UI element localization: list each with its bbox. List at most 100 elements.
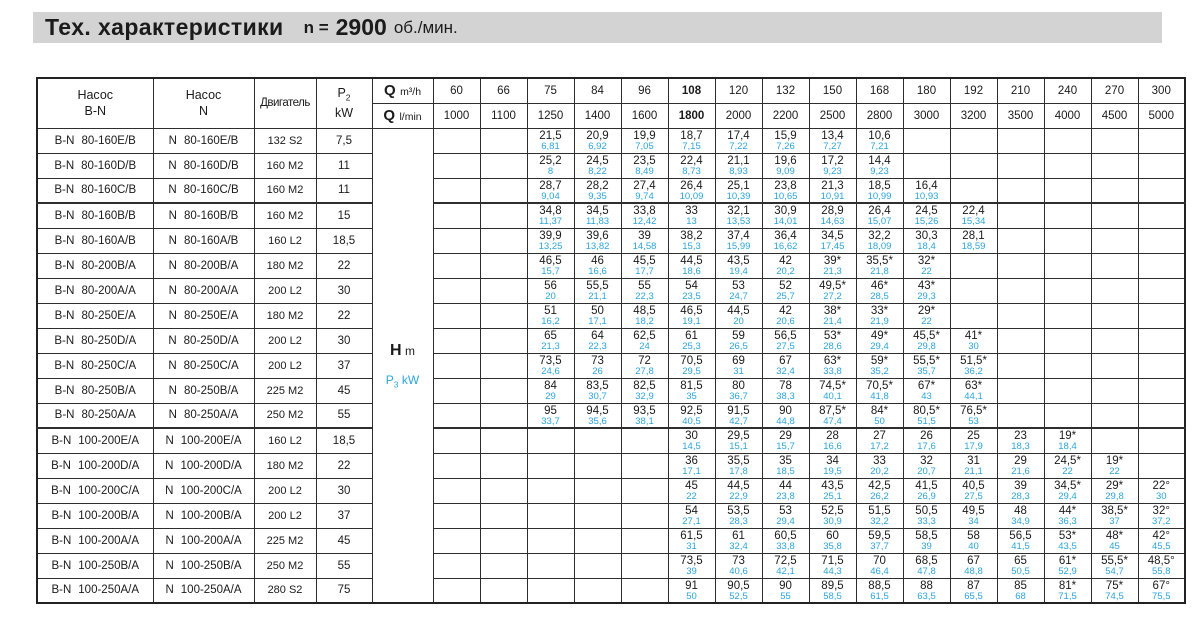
spec-cell: 37,4 15,99 (714, 227, 763, 254)
title-n-value: 2900 (335, 14, 387, 40)
spec-cell (902, 152, 951, 179)
spec-cell: 91 50 (667, 577, 716, 604)
h-value: 24,5* (1054, 455, 1081, 467)
h-value: 48,5° (1147, 555, 1175, 567)
spec-cell (1137, 427, 1186, 454)
pump-n-name-text: N 100-200D/A (154, 460, 253, 472)
pump-n-name: N 80-250B/A (152, 377, 255, 404)
spec-cell: 49,5* 27,2 (808, 277, 857, 304)
flow-m3h-value: 240 (1043, 77, 1092, 104)
h-value: 48* (1105, 530, 1124, 542)
spec-cell (996, 402, 1045, 429)
spec-cell: 32,2 18,09 (855, 227, 904, 254)
p2-value: 45 (315, 527, 373, 554)
spec-cell: 55,5* 35,7 (902, 352, 951, 379)
h-value: 28,1 (962, 230, 985, 242)
spec-cell (949, 177, 998, 204)
h-value: 48,5 (633, 305, 656, 317)
table-row: B-N 100-200A/A N 100-200A/A 225 M2 45 61,5 31 61… (36, 527, 1186, 554)
pump-bn-name-text: B-N 80-160A/B (38, 234, 152, 247)
pump-n-model: 80-160C/B (183, 184, 239, 197)
spec-cell (1137, 352, 1186, 379)
p3-value: 32,4 (729, 541, 748, 552)
spec-cell: 30,3 18,4 (902, 227, 951, 254)
spec-cell (996, 177, 1045, 204)
spec-cell (996, 302, 1045, 329)
h-value: 87,5* (819, 404, 846, 417)
spec-cell (1137, 227, 1186, 254)
spec-cell (479, 452, 528, 479)
p3-value: 29,5 (682, 366, 701, 377)
h-m-label: H m (390, 341, 415, 359)
h-value: 65 (1014, 555, 1027, 567)
pump-bn-name: B-N 100-250B/A (36, 552, 154, 579)
h-value: 25 (967, 430, 980, 443)
spec-cell: 24,5 15,26 (902, 202, 951, 229)
flow-m3h-value: 300 (1137, 77, 1186, 104)
h-value: 90,5 (727, 579, 750, 592)
p3-value: 15,99 (726, 241, 751, 252)
h-value: 44,5 (727, 480, 750, 492)
spec-cell: 53 29,4 (761, 502, 810, 529)
pump-bn-model: 80-160A/B (81, 234, 136, 247)
spec-cell (996, 352, 1045, 379)
p3-value: 19,5 (823, 466, 842, 477)
pump-n-name: N 80-250C/A (152, 352, 255, 379)
spec-cell: 44,5 18,6 (667, 252, 716, 279)
p3-value: 18,5 (776, 466, 795, 477)
pump-n-name: N 80-250D/A (152, 327, 255, 354)
h-value: 39* (823, 255, 842, 267)
spec-cell: 55,5 21,1 (573, 277, 622, 304)
pump-bn-name: B-N 80-160A/B (36, 227, 154, 254)
p2-unit: kW (334, 106, 354, 120)
p2-value: 37 (315, 352, 373, 379)
pump-n-name-text: N 80-250A/A (154, 409, 253, 421)
p3-value: 20 (545, 291, 556, 302)
h-value: 45 (685, 480, 698, 492)
spec-cell: 43,5 25,1 (808, 477, 857, 504)
p3-value: 52,5 (729, 590, 748, 602)
pump-series-label: N (198, 103, 209, 118)
spec-cell (526, 427, 575, 454)
p3-value: 32,9 (635, 391, 654, 402)
spec-cell: 38* 21,4 (808, 302, 857, 329)
spec-cell: 51 16,2 (526, 302, 575, 329)
spec-cell: 75* 74,5 (1090, 577, 1139, 604)
spec-cell (996, 202, 1045, 229)
spec-cell (526, 502, 575, 529)
h-value: 67 (967, 555, 980, 567)
pump-bn-name: B-N 100-200E/A (36, 427, 154, 454)
pump-n-prefix: N (168, 259, 177, 272)
spec-cell (1090, 202, 1139, 229)
spec-cell (479, 127, 528, 154)
spec-cell: 35 18,5 (761, 452, 810, 479)
p3-value: 58,5 (823, 590, 842, 602)
p3-value: 15,07 (867, 216, 892, 228)
h-value: 43,5 (727, 255, 750, 267)
spec-cell: 71,5 44,3 (808, 552, 857, 579)
h-value: 17,2 (821, 155, 844, 167)
spec-cell: 16,4 10,93 (902, 177, 951, 204)
h-value: 38,2 (680, 230, 703, 242)
spec-cell: 23 18,3 (996, 427, 1045, 454)
spec-cell: 45,5 17,7 (620, 252, 669, 279)
pump-n-model: 100-200E/A (180, 434, 242, 447)
h-value: 19,9 (633, 130, 656, 142)
flow-m3h-value: 120 (714, 77, 763, 104)
spec-cell (526, 452, 575, 479)
pump-n-model: 80-200A/A (183, 284, 239, 297)
spec-cell: 28,7 9,04 (526, 177, 575, 204)
h-value: 51,5* (960, 355, 987, 367)
spec-cell: 43* 29,3 (902, 277, 951, 304)
spec-cell: 28,1 18,59 (949, 227, 998, 254)
spec-cell: 41,5 26,9 (902, 477, 951, 504)
pump-n-model: 80-160D/B (183, 159, 239, 172)
pump-bn-name: B-N 80-160C/B (36, 177, 154, 204)
motor-value: 200 L2 (253, 327, 317, 354)
h-value: 37,4 (727, 230, 750, 242)
spec-cell: 33 20,2 (855, 452, 904, 479)
pump-n-name: N 100-200D/A (152, 452, 255, 479)
spec-cell (1090, 377, 1139, 404)
h-value: 53,5 (727, 505, 750, 517)
flow-lmin-value: 1000 (432, 102, 481, 129)
